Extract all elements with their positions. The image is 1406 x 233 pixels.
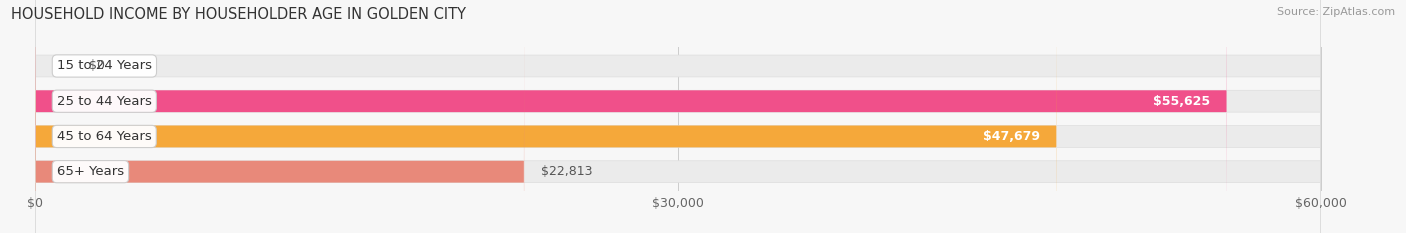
Text: Source: ZipAtlas.com: Source: ZipAtlas.com xyxy=(1277,7,1395,17)
Text: $22,813: $22,813 xyxy=(541,165,593,178)
Text: 15 to 24 Years: 15 to 24 Years xyxy=(56,59,152,72)
Text: HOUSEHOLD INCOME BY HOUSEHOLDER AGE IN GOLDEN CITY: HOUSEHOLD INCOME BY HOUSEHOLDER AGE IN G… xyxy=(11,7,467,22)
FancyBboxPatch shape xyxy=(35,0,1320,233)
FancyBboxPatch shape xyxy=(35,0,1227,233)
FancyBboxPatch shape xyxy=(35,0,524,233)
Text: $0: $0 xyxy=(89,59,105,72)
FancyBboxPatch shape xyxy=(35,0,1320,233)
Text: 45 to 64 Years: 45 to 64 Years xyxy=(56,130,152,143)
Text: 25 to 44 Years: 25 to 44 Years xyxy=(56,95,152,108)
FancyBboxPatch shape xyxy=(35,0,1320,233)
Text: 65+ Years: 65+ Years xyxy=(56,165,124,178)
FancyBboxPatch shape xyxy=(35,0,1320,233)
FancyBboxPatch shape xyxy=(35,0,1057,233)
Text: $55,625: $55,625 xyxy=(1153,95,1209,108)
Text: $47,679: $47,679 xyxy=(983,130,1039,143)
